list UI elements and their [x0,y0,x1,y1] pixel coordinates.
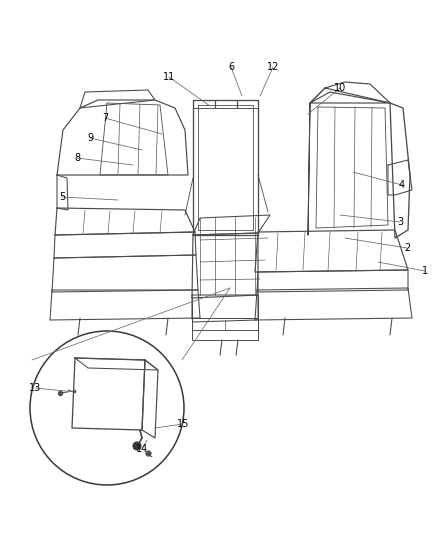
Text: 9: 9 [87,133,93,143]
Text: 13: 13 [29,383,41,393]
Circle shape [133,442,141,450]
Text: 2: 2 [404,243,410,253]
Text: 4: 4 [399,180,405,190]
Text: 6: 6 [228,62,234,72]
Text: 11: 11 [163,72,175,82]
Text: 10: 10 [334,83,346,93]
Text: 3: 3 [397,217,403,227]
Text: 15: 15 [177,419,189,429]
Text: 7: 7 [102,113,108,123]
Text: 14: 14 [136,444,148,454]
Text: 12: 12 [267,62,279,72]
Text: 8: 8 [74,153,80,163]
Text: 5: 5 [59,192,65,202]
Text: 1: 1 [422,266,428,276]
